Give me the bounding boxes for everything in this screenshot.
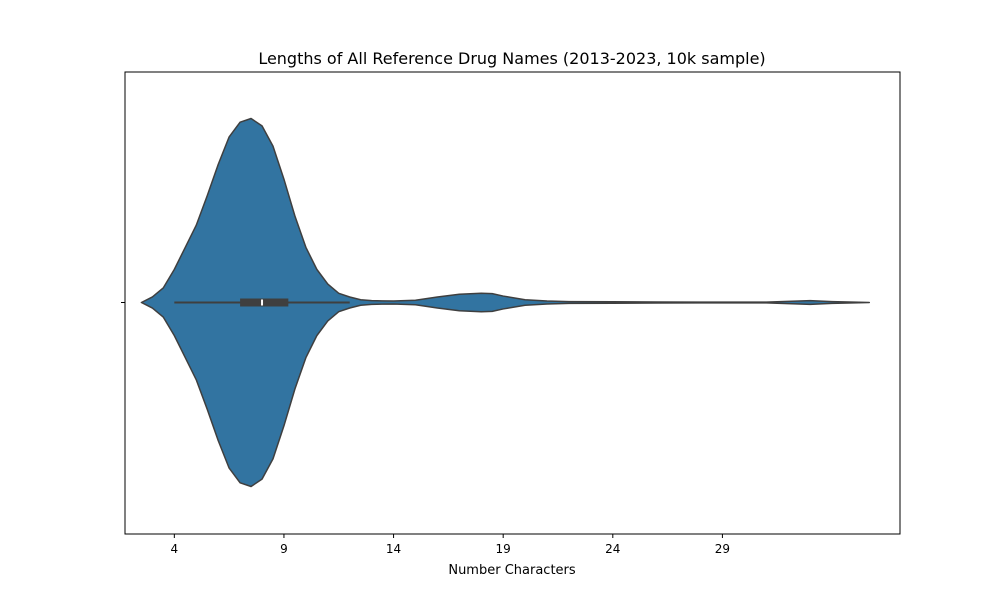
- x-axis-label: Number Characters: [448, 563, 576, 578]
- x-tick-label: 29: [715, 542, 730, 556]
- x-tick-label: 24: [605, 542, 620, 556]
- violin-body: [140, 117, 871, 488]
- x-tick-label: 9: [280, 542, 288, 556]
- box-iqr: [240, 298, 289, 307]
- x-tick-label: 19: [496, 542, 511, 556]
- x-tick-label: 4: [171, 542, 179, 556]
- x-axis-ticks: 4 9 14 19 24 29: [171, 534, 730, 556]
- chart-title: Lengths of All Reference Drug Names (201…: [258, 49, 765, 68]
- x-tick-label: 14: [386, 542, 401, 556]
- plot-area: [140, 117, 871, 488]
